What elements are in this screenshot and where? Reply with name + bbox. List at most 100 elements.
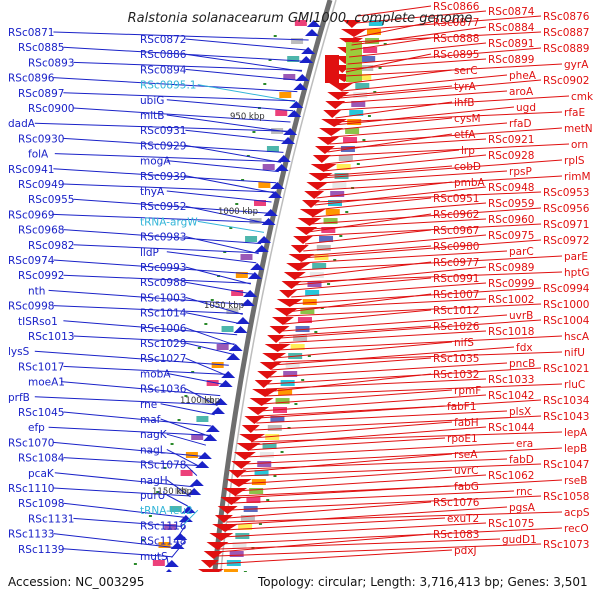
gene-label[interactable]: rfaE xyxy=(564,107,585,119)
gene-label[interactable]: parC xyxy=(509,246,534,258)
gene-label[interactable]: nagH xyxy=(140,475,168,487)
gene-label[interactable]: RSc1062 xyxy=(488,470,534,482)
gene-label[interactable]: RSc0889 xyxy=(543,43,589,55)
gene-label[interactable]: RSc0876 xyxy=(543,11,590,23)
gene-label[interactable]: RSc1110 xyxy=(8,483,54,495)
gene-label[interactable]: lepA xyxy=(564,427,588,439)
gene-label[interactable]: rfaD xyxy=(509,118,532,130)
gene-label[interactable]: RSc0977 xyxy=(433,257,479,269)
gene-label[interactable]: RSc1012 xyxy=(433,305,479,317)
gene-label[interactable]: RSc1148 xyxy=(140,536,186,548)
gene-label[interactable]: efp xyxy=(28,422,45,434)
gene-label[interactable]: RSc0969 xyxy=(8,209,54,221)
gene-label[interactable]: RSc0894 xyxy=(140,64,187,76)
gene-label[interactable]: metN xyxy=(564,123,593,135)
gene-label[interactable]: RSc0899 xyxy=(488,54,534,66)
gene-label[interactable]: folA xyxy=(28,149,49,161)
gene-label[interactable]: maf xyxy=(140,414,161,426)
gene-label[interactable]: RSc0955 xyxy=(28,194,74,206)
gene-label[interactable]: RSc0975 xyxy=(488,230,534,242)
gene-label[interactable]: RSc0888 xyxy=(433,33,479,45)
gene-label[interactable]: RSc0951 xyxy=(433,193,479,205)
gene-label[interactable]: tRNA-leu2 xyxy=(140,505,193,517)
gene-label[interactable]: RSc0953 xyxy=(543,187,589,199)
gene-label[interactable]: pmbA xyxy=(454,177,486,189)
gene-label[interactable]: RSc0983 xyxy=(140,232,186,244)
gene-label[interactable]: rseA xyxy=(454,449,478,461)
gene-label[interactable]: RSc0993 xyxy=(140,262,186,274)
gene-label[interactable]: fdx xyxy=(516,342,533,354)
gene-label[interactable]: uvrB xyxy=(509,310,533,322)
gene-label[interactable]: RSc0897 xyxy=(18,88,64,100)
gene-label[interactable]: fabG xyxy=(454,481,479,493)
gene-label[interactable]: pcaK xyxy=(28,468,55,480)
gene-label[interactable]: recO xyxy=(564,523,589,535)
gene-label[interactable]: purU xyxy=(140,490,165,502)
gene-label[interactable]: RSc0895.1 xyxy=(140,80,196,92)
gene-label[interactable]: RSc0988 xyxy=(140,277,186,289)
gene-label[interactable]: RSc0884 xyxy=(488,22,535,34)
gene-label[interactable]: tRNA-argW xyxy=(140,216,198,228)
gene-label[interactable]: RSc1003 xyxy=(140,292,186,304)
gene-label[interactable]: RSc0974 xyxy=(8,255,55,267)
gene-label[interactable]: gudD1 xyxy=(502,534,537,546)
gene-label[interactable]: RSc0994 xyxy=(543,283,590,295)
gene-label[interactable]: nifU xyxy=(564,347,585,359)
gene-label[interactable]: lrp xyxy=(461,145,475,157)
gene-label[interactable]: RSc0971 xyxy=(543,219,589,231)
gene-label[interactable]: plsX xyxy=(509,406,531,418)
gene-label[interactable]: RSc1021 xyxy=(543,363,589,375)
gene-label[interactable]: RSc1032 xyxy=(433,369,479,381)
gene-label[interactable]: RSc1026 xyxy=(433,321,480,333)
gene-label[interactable]: cobD xyxy=(454,161,481,173)
gene-label[interactable]: lldP xyxy=(140,247,159,259)
gene-label[interactable]: RSc1000 xyxy=(543,299,589,311)
gene-label[interactable]: rpmF xyxy=(454,385,481,397)
gene-label[interactable]: etfA xyxy=(454,129,476,141)
gene-label[interactable]: RSc1073 xyxy=(543,539,589,551)
gene-label[interactable]: cysM xyxy=(454,113,481,125)
gene-label[interactable]: uvrC xyxy=(454,465,479,477)
gene-label[interactable]: RSc1017 xyxy=(18,361,64,373)
gene-label[interactable]: RSc0877 xyxy=(433,17,479,29)
gene-label[interactable]: moeA1 xyxy=(28,377,65,389)
gene-label[interactable]: RSc1058 xyxy=(543,491,589,503)
gene-label[interactable]: serC xyxy=(454,65,478,77)
gene-label[interactable]: RSc1029 xyxy=(140,338,186,350)
gene-label[interactable]: RSc1084 xyxy=(18,453,65,465)
gene-label[interactable]: tISRso1 xyxy=(18,316,58,328)
gene-label[interactable]: mltB xyxy=(140,110,164,122)
gene-label[interactable]: pncB xyxy=(509,358,535,370)
gene-label[interactable]: era xyxy=(516,438,533,450)
gene-label[interactable]: RSc0872 xyxy=(140,34,186,46)
gene-label[interactable]: RSc0866 xyxy=(433,1,480,13)
gene-label[interactable]: RSc0874 xyxy=(488,6,535,18)
gene-label[interactable]: RSc0948 xyxy=(488,182,534,194)
gene-label[interactable]: RSc0928 xyxy=(488,150,534,162)
gene-label[interactable]: RSc0968 xyxy=(18,225,64,237)
gene-label[interactable]: RSc0941 xyxy=(8,164,54,176)
gene-label[interactable]: RSc0999 xyxy=(488,278,534,290)
gene-label[interactable]: rluC xyxy=(564,379,585,391)
gene-label[interactable]: gyrA xyxy=(564,59,589,71)
gene-label[interactable]: rimM xyxy=(564,171,591,183)
gene-label[interactable]: RSc0886 xyxy=(140,49,187,61)
gene-label[interactable]: lysS xyxy=(8,346,30,358)
gene-label[interactable]: RSc1139 xyxy=(18,544,64,556)
gene-label[interactable]: RSc0952 xyxy=(140,201,186,213)
gene-label[interactable]: fabD xyxy=(509,454,534,466)
gene-label[interactable]: RSc1035 xyxy=(433,353,479,365)
gene-label[interactable]: pdxJ xyxy=(454,545,477,557)
gene-label[interactable]: RSc0967 xyxy=(433,225,479,237)
gene-label[interactable]: thyA xyxy=(140,186,165,198)
gene-label[interactable]: RSc1083 xyxy=(433,529,479,541)
gene-label[interactable]: mobA xyxy=(140,368,171,380)
gene-label[interactable]: RSc1007 xyxy=(433,289,479,301)
gene-label[interactable]: RSc1131 xyxy=(28,513,74,525)
gene-label[interactable]: RSc1002 xyxy=(488,294,534,306)
gene-label[interactable]: RSc1078 xyxy=(140,460,186,472)
gene-label[interactable]: acpS xyxy=(564,507,590,519)
gene-label[interactable]: RSc1014 xyxy=(140,308,187,320)
gene-label[interactable]: RSc1006 xyxy=(140,323,187,335)
gene-label[interactable]: exuT2 xyxy=(447,513,479,525)
